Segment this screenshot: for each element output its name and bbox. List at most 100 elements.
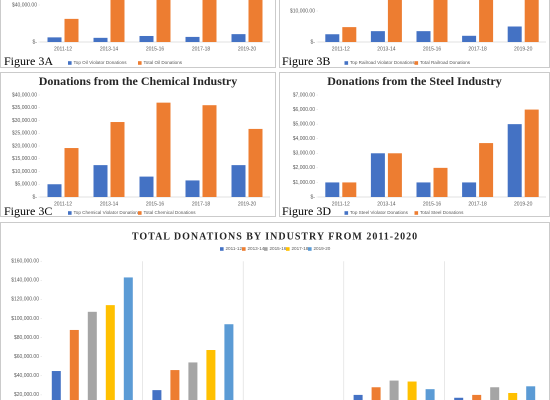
plot-area: $- $1,000.00 $2,000.00 $3,000.00 $4,000.00 $5…	[293, 92, 546, 207]
x-tick-label: 2011-12	[332, 46, 350, 52]
legend-label: Top Oil Violator Donations	[74, 60, 128, 65]
y-tick-label: $10,000.00	[290, 8, 315, 14]
y-tick-label: $4,000.00	[293, 136, 315, 142]
bar	[425, 389, 435, 400]
bar	[185, 180, 200, 197]
legend-label: 2017-18	[292, 246, 309, 251]
bar	[64, 148, 79, 197]
bar	[433, 0, 448, 43]
y-tick-label: $140,000.00	[11, 278, 39, 284]
chart-panel: $- $40,000.00 2011-12 2013-14 2015-16 2017-18…	[0, 0, 276, 68]
figure-label: Figure 3B	[282, 54, 330, 68]
bar	[526, 386, 536, 400]
bar	[47, 37, 62, 42]
bar	[69, 329, 79, 400]
bar	[188, 362, 198, 400]
y-tick-label: $5,000.00	[15, 182, 37, 188]
bar	[508, 392, 518, 400]
legend-label: 2011-12	[226, 246, 243, 251]
legend-swatch	[220, 247, 224, 251]
figure-label: Figure 3A	[4, 54, 53, 68]
bar	[231, 34, 246, 42]
bar	[407, 381, 417, 400]
x-tick-label: 2017-18	[468, 46, 487, 52]
chart-panel: $- $1,000.00 $2,000.00 $3,000.00 $4,000.00 $5…	[279, 72, 550, 218]
bar	[87, 311, 97, 400]
bar	[206, 350, 216, 400]
chart-title: TOTAL DONATIONS BY INDUSTRY FROM 2011-20…	[132, 231, 418, 242]
bar	[47, 184, 62, 197]
bar	[170, 370, 180, 400]
bar	[248, 128, 263, 197]
x-tick-label: 2013-14	[100, 201, 119, 207]
plot-area: $- $10,000.00 2011-12 2013-14 2015-16 2017-18…	[290, 0, 546, 52]
x-tick-label: 2019-20	[514, 46, 533, 52]
bar	[110, 122, 125, 197]
bar	[490, 387, 500, 400]
x-tick-label: 2013-14	[100, 46, 119, 52]
y-tick-label: $2,000.00	[293, 165, 315, 171]
chart-title: Donations from the Chemical Industry	[39, 74, 237, 88]
bar	[389, 380, 399, 400]
bar	[202, 105, 217, 197]
legend-label: Total Railroad Donations	[420, 60, 471, 65]
x-tick-label: 2015-16	[146, 46, 165, 52]
legend-swatch	[308, 247, 312, 251]
legend-label: Total Chemical Donations	[144, 210, 197, 215]
legend-swatch	[286, 247, 290, 251]
panel-frame	[0, 0, 276, 68]
bar	[152, 390, 162, 400]
legend-swatch	[138, 61, 142, 65]
x-tick-label: 2011-12	[332, 201, 350, 207]
y-tick-label: $100,000.00	[11, 316, 39, 322]
bar	[93, 165, 108, 197]
y-tick-label: $-	[311, 194, 316, 200]
y-tick-label: $3,000.00	[293, 151, 315, 157]
y-tick-label: $40,000.00	[12, 92, 37, 98]
chart-title: Donations from the Steel Industry	[327, 74, 501, 88]
legend-swatch	[264, 247, 268, 251]
x-tick-label: 2017-18	[192, 201, 211, 207]
legend-swatch	[138, 211, 142, 215]
bar	[325, 34, 340, 42]
y-tick-label: $25,000.00	[12, 131, 37, 137]
figure-label: Figure 3D	[282, 204, 331, 218]
bar	[387, 153, 402, 197]
bar	[370, 153, 385, 197]
chart-panel: $- $10,000.00 2011-12 2013-14 2015-16 2017-18…	[279, 0, 550, 68]
y-tick-label: $40,000.00	[12, 2, 37, 8]
bar	[462, 182, 477, 197]
panel-frame	[279, 72, 550, 217]
legend-label: 2013-14	[248, 246, 265, 251]
bar	[416, 31, 431, 42]
y-tick-label: $-	[311, 39, 316, 45]
bar	[387, 0, 402, 42]
y-tick-label: $5,000.00	[293, 121, 315, 127]
bar	[507, 124, 522, 197]
bar	[454, 397, 464, 400]
bar	[139, 176, 154, 197]
y-tick-label: $120,000.00	[11, 297, 39, 303]
x-tick-label: 2013-14	[377, 46, 396, 52]
x-tick-label: 2017-18	[192, 46, 211, 52]
bar	[370, 31, 385, 42]
x-tick-label: 2015-16	[423, 201, 442, 207]
x-tick-label: 2015-16	[423, 46, 442, 52]
bar	[353, 394, 363, 400]
legend-label: Total Steel Donations	[420, 210, 464, 215]
bar	[123, 277, 133, 400]
bar	[139, 35, 154, 42]
x-tick-label: 2019-20	[514, 201, 533, 207]
bar	[51, 371, 61, 400]
plot-area: $- $5,000.00 $10,000.00 $15,000.00 $20,000.0…	[12, 92, 270, 207]
y-tick-label: $30,000.00	[12, 118, 37, 124]
chart-panel: $- $5,000.00 $10,000.00 $15,000.00 $20,000.0…	[0, 72, 276, 218]
y-tick-label: $-	[33, 39, 38, 45]
y-tick-label: $7,000.00	[293, 92, 315, 98]
y-tick-label: $6,000.00	[293, 107, 315, 113]
y-tick-label: $20,000.00	[14, 392, 39, 398]
legend-swatch	[344, 211, 349, 215]
plot-area: $- $40,000.00 2011-12 2013-14 2015-16 2017-18…	[12, 0, 270, 52]
y-tick-label: $160,000.00	[11, 259, 39, 265]
